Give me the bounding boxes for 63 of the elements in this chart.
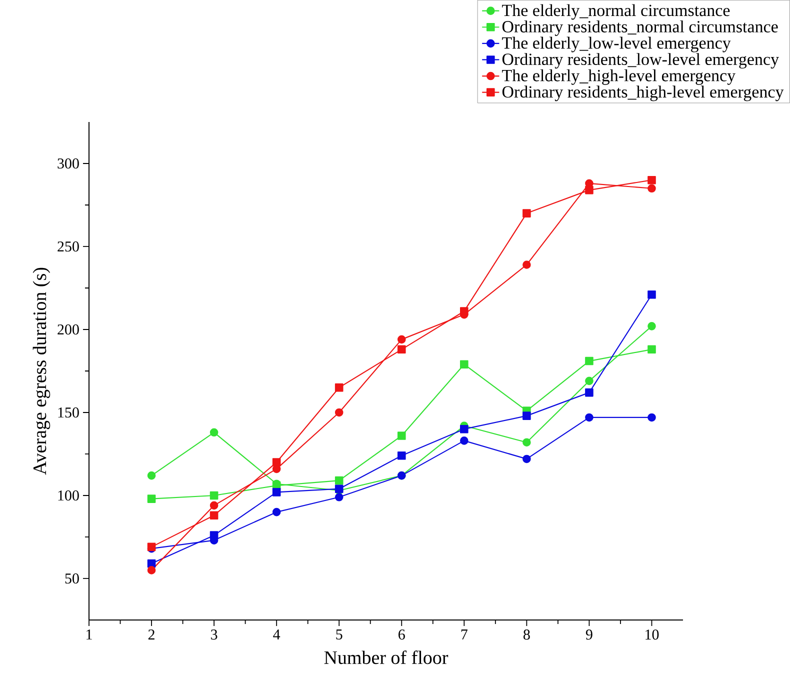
legend-label: The elderly_high-level emergency [502, 69, 736, 85]
point [397, 452, 406, 460]
point [585, 186, 594, 194]
legend-label: The elderly_normal circumstance [502, 4, 730, 20]
legend-label: Ordinary residents_normal circumstance [502, 20, 778, 36]
point [648, 413, 656, 422]
y-tick-label: 100 [58, 490, 79, 501]
x-tick-label: 6 [398, 630, 405, 640]
point [522, 412, 531, 420]
point [585, 413, 594, 422]
point [147, 566, 156, 574]
y-tick-label: 300 [58, 158, 79, 169]
x-tick-label: 1 [86, 630, 92, 640]
point [648, 290, 656, 299]
point [397, 432, 406, 440]
y-tick-label: 200 [58, 324, 79, 335]
point [272, 488, 281, 496]
point [272, 458, 281, 466]
point [648, 322, 656, 330]
point [648, 345, 656, 354]
y-tick-label: 150 [58, 407, 79, 418]
point [334, 492, 344, 502]
legend-label: The elderly_low-level emergency [502, 36, 731, 52]
x-tick-label: 10 [646, 630, 659, 640]
y-tick-label: 50 [65, 573, 79, 584]
point [460, 307, 468, 316]
point [522, 260, 531, 269]
point [210, 511, 218, 520]
legend-label: Ordinary residents_low-level emergency [502, 53, 779, 69]
x-tick-label: 5 [336, 630, 342, 640]
y-tick-label: 250 [58, 241, 79, 252]
point [585, 388, 594, 397]
point [334, 408, 344, 417]
x-tick-label: 9 [586, 630, 592, 640]
y-axis-title: Average egress duration (s) [32, 268, 50, 475]
x-tick-label: 7 [461, 630, 468, 640]
point [648, 184, 656, 193]
point [334, 383, 344, 392]
point [210, 491, 218, 500]
point [460, 436, 468, 445]
x-tick-label: 8 [524, 630, 530, 640]
x-tick-label: 3 [211, 630, 218, 640]
point [585, 376, 594, 386]
point [210, 428, 218, 437]
point [460, 424, 468, 434]
point [522, 209, 531, 218]
point [648, 176, 656, 184]
point [460, 360, 468, 368]
point [585, 356, 594, 366]
point [147, 494, 156, 503]
point [334, 476, 344, 485]
point [147, 471, 156, 480]
point [522, 438, 531, 447]
point [272, 508, 281, 516]
point [210, 531, 218, 540]
point [210, 501, 218, 510]
x-axis-title: Number of floor [324, 650, 448, 664]
point [397, 335, 406, 344]
x-tick-label: 2 [148, 630, 154, 640]
legend-label: Ordinary residents_high-level emergency [502, 86, 784, 102]
point [397, 345, 406, 354]
point [522, 454, 531, 464]
x-tick-label: 4 [273, 630, 280, 640]
